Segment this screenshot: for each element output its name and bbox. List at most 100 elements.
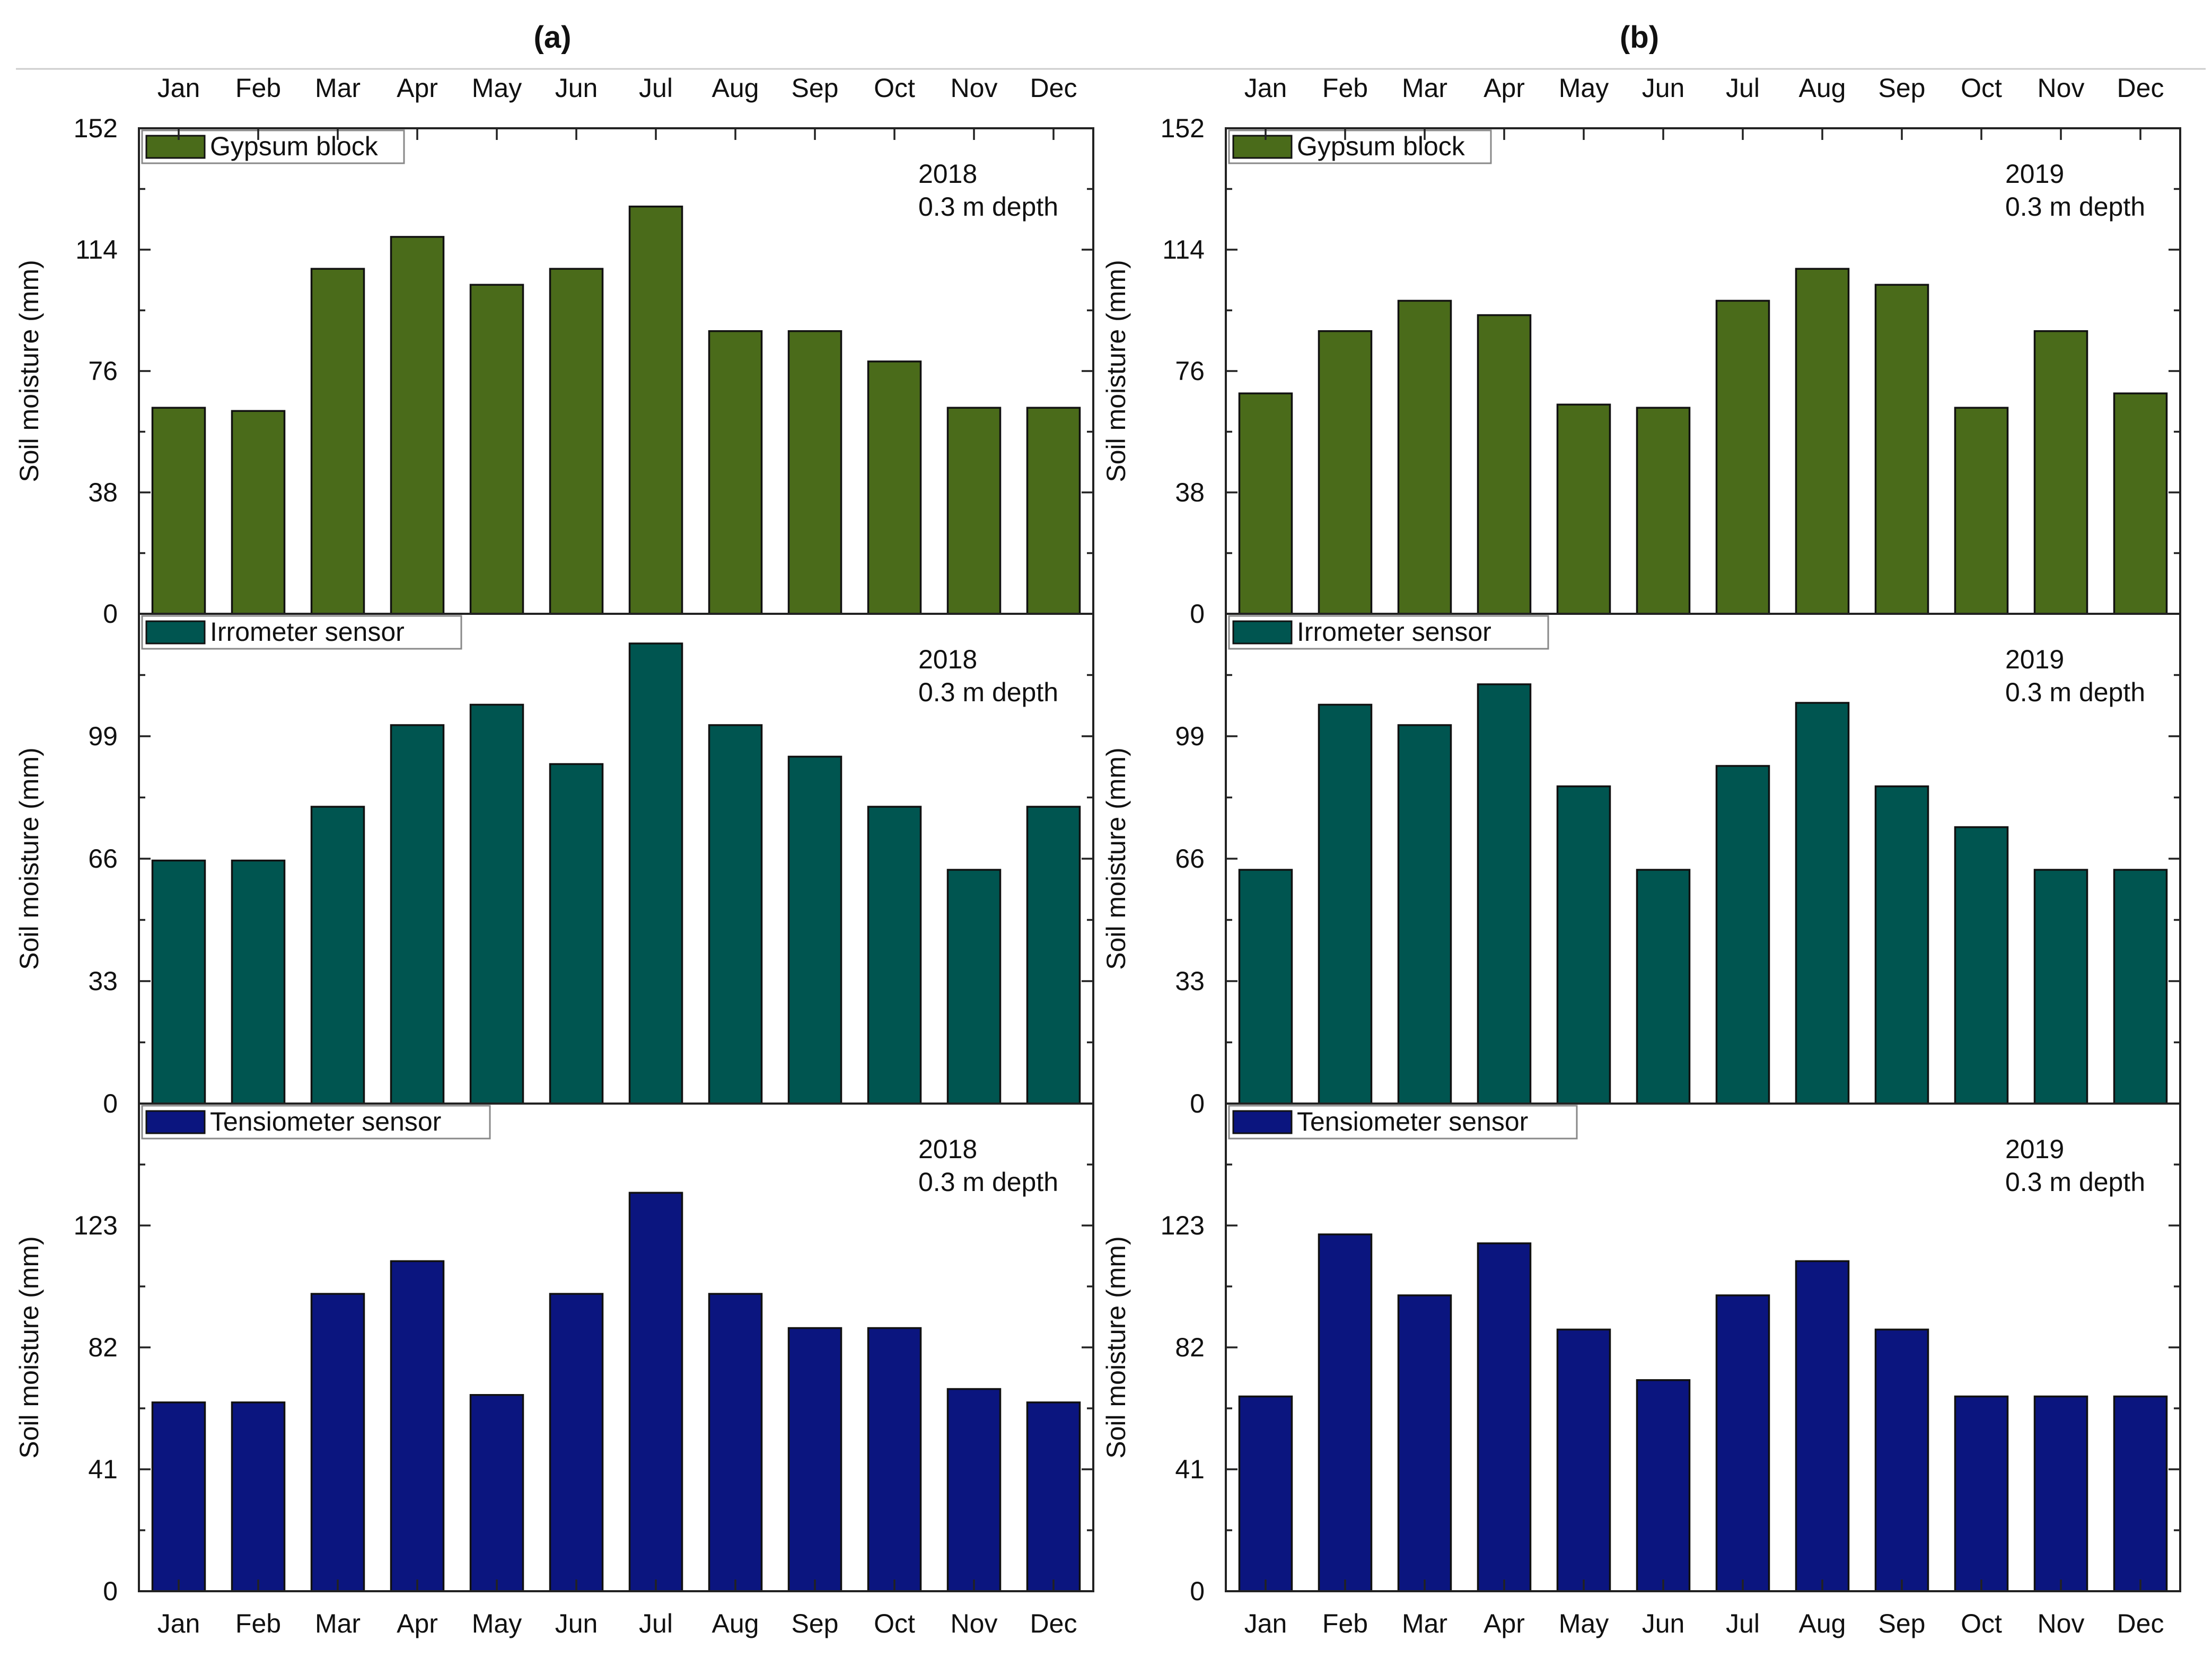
bar [151, 1401, 206, 1592]
bar [1026, 806, 1081, 1105]
subplot-tensiometer-sensor: 0 41 82 123 Soil moisture (mm) Tensiometer se… [14, 1103, 1093, 1606]
y-tick-label: 38 [1175, 478, 1205, 507]
x-tick-label-top: Feb [235, 73, 281, 103]
bar [1318, 703, 1373, 1105]
bar [1795, 702, 1850, 1105]
y-tick-label: 114 [1162, 235, 1205, 264]
x-tick-label-bottom: Apr [397, 1609, 438, 1638]
y-tick-label: 38 [88, 478, 118, 507]
bar [1636, 1379, 1691, 1592]
bar [310, 806, 365, 1105]
x-tick-label-top: Dec [2117, 73, 2164, 103]
x-tick-label-bottom: May [472, 1609, 522, 1638]
annotation-year: 2019 [2005, 1134, 2064, 1164]
y-tick-label: 76 [88, 356, 118, 386]
panel-frame [1225, 127, 2181, 1592]
legend-label: Irrometer sensor [210, 617, 405, 647]
panel-label: (b) [1620, 20, 1659, 55]
x-tick-label-top: Nov [951, 73, 998, 103]
bar [1318, 330, 1373, 615]
x-tick-label-top: Jul [639, 73, 673, 103]
x-tick-label-bottom: Sep [1879, 1609, 1926, 1638]
bar [1397, 299, 1452, 615]
annotation-depth: 0.3 m depth [918, 677, 1058, 707]
legend-swatch [145, 1110, 206, 1134]
bar [1477, 683, 1532, 1105]
x-tick-label-top: Feb [1322, 73, 1368, 103]
bar [628, 642, 683, 1105]
x-tick-label-bottom: Nov [951, 1609, 998, 1638]
bar [469, 1394, 524, 1592]
bar [1795, 268, 1850, 615]
bar [549, 763, 604, 1105]
x-tick-label-bottom: Jan [1244, 1609, 1287, 1638]
panel-frame [138, 127, 1094, 1592]
legend-swatch [1232, 620, 1293, 645]
legend-swatch [145, 620, 206, 645]
y-tick-label: 0 [103, 1089, 118, 1118]
y-axis-label: Soil moisture (mm) [1101, 260, 1131, 482]
x-tick-label-top: Jun [1642, 73, 1685, 103]
panel-label: (a) [534, 20, 572, 55]
bar [628, 205, 683, 615]
y-tick-label: 82 [88, 1333, 118, 1362]
annotation-depth: 0.3 m depth [918, 1167, 1058, 1197]
x-tick-label-top: Nov [2038, 73, 2085, 103]
y-axis-label: Soil moisture (mm) [14, 1236, 44, 1458]
bar [1026, 407, 1081, 615]
bar [390, 1260, 445, 1592]
x-tick-label-bottom: Mar [315, 1609, 361, 1638]
bar [708, 330, 763, 615]
y-tick-label: 82 [1175, 1333, 1205, 1362]
y-tick-label: 33 [88, 966, 118, 996]
x-tick-label-bottom: Oct [1961, 1609, 2002, 1638]
legend-label: Tensiometer sensor [210, 1107, 441, 1136]
legend-label: Gypsum block [1297, 131, 1465, 161]
legend-swatch [1232, 135, 1293, 159]
panels: (a) Jan Feb Mar Apr May Jun Jul Aug Sep Oct Nov Dec J… [14, 20, 2181, 1638]
y-tick-label: 0 [1190, 599, 1205, 629]
bar [469, 284, 524, 615]
x-tick-label-top: Jan [157, 73, 200, 103]
annotation-depth: 0.3 m depth [2005, 192, 2145, 222]
x-tick-label-bottom: Jul [639, 1609, 673, 1638]
bar [2033, 869, 2088, 1105]
y-tick-label: 41 [88, 1454, 118, 1484]
bar [231, 859, 286, 1105]
annotation-year: 2018 [918, 645, 977, 674]
bar [1477, 314, 1532, 615]
x-tick-label-bottom: Mar [1402, 1609, 1447, 1638]
bar [946, 1388, 1002, 1592]
x-tick-label-top: Oct [1961, 73, 2002, 103]
bar [2033, 1395, 2088, 1592]
y-tick-label: 152 [74, 113, 118, 143]
bar [867, 1327, 922, 1592]
bar [708, 724, 763, 1105]
x-tick-label-top: Mar [315, 73, 361, 103]
bar [1397, 1294, 1452, 1592]
y-tick-label: 123 [74, 1211, 118, 1240]
x-tick-label-top: Apr [397, 73, 438, 103]
x-tick-label-top: Aug [1799, 73, 1846, 103]
bar [2033, 330, 2088, 615]
subplot-gypsum-block: 0 38 76 114 152 Soil moisture (mm) Gypsum bloc… [14, 113, 1093, 629]
y-tick-label: 33 [1175, 966, 1205, 996]
legend-label: Tensiometer sensor [1297, 1107, 1528, 1136]
bar [2113, 392, 2168, 615]
x-tick-label-bottom: Aug [1799, 1609, 1846, 1638]
annotation-year: 2018 [918, 1134, 977, 1164]
y-tick-label: 41 [1175, 1454, 1205, 1484]
x-tick-label-top: Jun [555, 73, 598, 103]
y-tick-label: 0 [1190, 1089, 1205, 1118]
x-tick-label-bottom: Nov [2038, 1609, 2085, 1638]
y-axis-label: Soil moisture (mm) [14, 747, 44, 969]
x-tick-label-top: Jul [1726, 73, 1760, 103]
bar [1556, 1328, 1611, 1592]
y-tick-label: 66 [1175, 844, 1205, 874]
bar [946, 869, 1002, 1105]
x-tick-label-bottom: Oct [874, 1609, 915, 1638]
annotation-depth: 0.3 m depth [2005, 1167, 2145, 1197]
x-tick-label-bottom: Aug [712, 1609, 759, 1638]
bar [1954, 826, 2009, 1105]
bar [469, 703, 524, 1105]
